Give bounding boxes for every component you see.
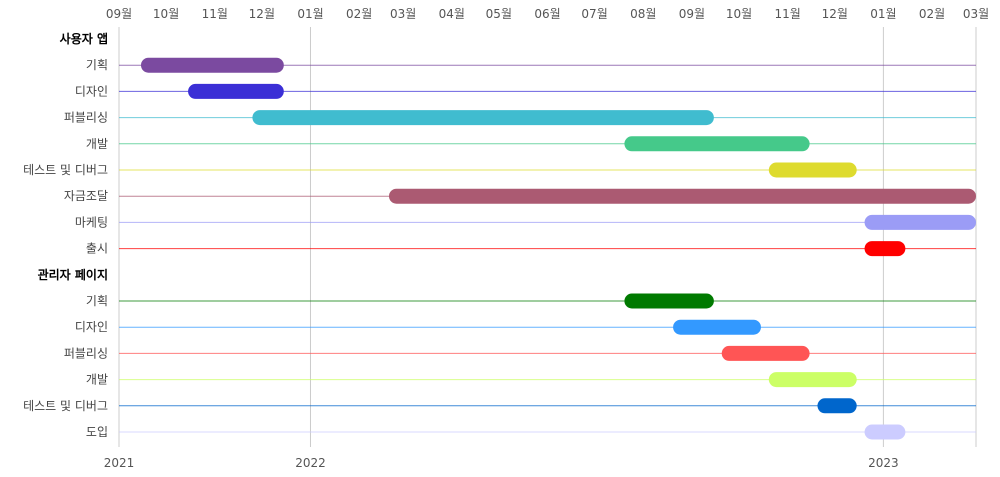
axis-ticks: 09월 10월 11월 12월 01월 02월 03월 04월 05월 06월 07월 08월 09월 1… [104, 7, 989, 470]
year-tick-label: 2023 [868, 456, 899, 470]
task-label: 디자인 [75, 320, 108, 334]
year-tick-label: 2022 [295, 456, 326, 470]
task-bar [864, 241, 906, 257]
group-label: 사용자 앱 [60, 31, 108, 46]
month-tick-label: 10월 [726, 7, 752, 21]
task-label: 개발 [86, 373, 108, 387]
task-label: 퍼블리싱 [64, 346, 108, 360]
month-tick-label: 05월 [486, 7, 512, 21]
month-tick-label: 02월 [919, 7, 945, 21]
task-label: 개발 [86, 137, 108, 151]
task-label: 출시 [86, 242, 108, 256]
month-tick-label: 01월 [870, 7, 896, 21]
task-bar [252, 110, 714, 126]
task-bar [768, 372, 857, 388]
task-label: 디자인 [75, 84, 108, 98]
task-label: 도입 [86, 425, 108, 439]
group-label: 관리자 페이지 [38, 267, 108, 282]
month-tick-label: 10월 [153, 7, 179, 21]
month-tick-label: 07월 [581, 7, 607, 21]
month-tick-label: 08월 [630, 7, 656, 21]
month-tick-label: 11월 [202, 7, 228, 21]
task-bar [864, 214, 976, 230]
task-bar [864, 424, 906, 440]
task-bar [768, 162, 857, 178]
month-tick-label: 01월 [297, 7, 323, 21]
task-bar [721, 345, 810, 361]
month-tick-label: 11월 [774, 7, 800, 21]
month-tick-label: 03월 [390, 7, 416, 21]
task-bar [140, 57, 284, 73]
task-bar [817, 398, 857, 414]
month-tick-label: 09월 [679, 7, 705, 21]
task-bar [388, 188, 976, 204]
task-bar [624, 293, 714, 309]
month-tick-label: 12월 [822, 7, 848, 21]
task-bars [140, 57, 976, 440]
month-tick-label: 03월 [963, 7, 989, 21]
month-tick-label: 12월 [249, 7, 275, 21]
task-bar [624, 136, 810, 152]
month-tick-label: 04월 [439, 7, 465, 21]
month-tick-label: 02월 [346, 7, 372, 21]
task-label: 기획 [86, 58, 108, 72]
task-label: 테스트 및 디버그 [23, 163, 108, 177]
task-bar [673, 319, 761, 335]
year-tick-label: 2021 [104, 456, 135, 470]
task-label: 마케팅 [75, 215, 108, 229]
month-tick-label: 06월 [534, 7, 560, 21]
month-tick-label: 09월 [106, 7, 132, 21]
task-label: 퍼블리싱 [64, 111, 108, 125]
task-label: 자금조달 [64, 189, 108, 203]
task-label: 기획 [86, 294, 108, 308]
task-label: 테스트 및 디버그 [23, 399, 108, 413]
grid-layer [118, 27, 977, 447]
task-bar [188, 83, 284, 99]
